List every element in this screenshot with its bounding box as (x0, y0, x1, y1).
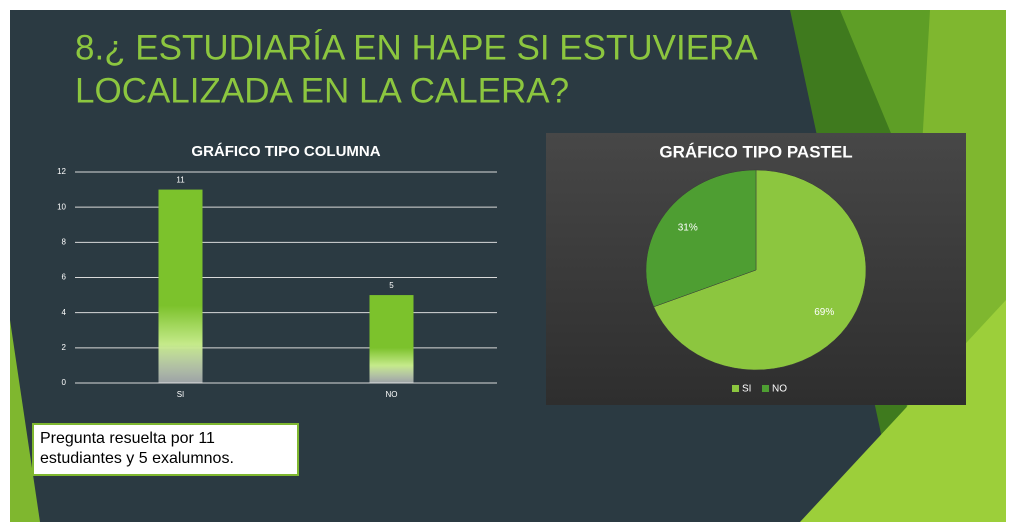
note-box (32, 423, 299, 476)
slide-title: 8.¿ ESTUDIARÍA EN HAPE SI ESTUVIERA (75, 28, 758, 67)
pie-slice (653, 169, 867, 371)
y-tick-label: 0 (62, 378, 67, 387)
chart-title: GRÁFICO TIPO PASTEL (659, 142, 852, 161)
bar (158, 189, 203, 383)
data-label: 5 (389, 281, 394, 290)
note-text: estudiantes y 5 exalumnos. (40, 450, 234, 467)
note-text: Pregunta resuelta por 11 (40, 430, 215, 447)
legend-swatch (762, 385, 769, 392)
y-tick-label: 2 (62, 343, 67, 352)
legend-swatch (732, 385, 739, 392)
bar (369, 295, 414, 383)
y-tick-label: 4 (62, 308, 67, 317)
y-tick-label: 8 (62, 237, 67, 246)
slide-title: LOCALIZADA EN LA CALERA? (75, 71, 569, 110)
data-label: 69% (814, 307, 834, 318)
pie-slice (645, 169, 757, 308)
y-tick-label: 10 (57, 202, 66, 211)
legend-label: SI (742, 384, 751, 395)
x-tick-label: NO (386, 390, 398, 399)
y-tick-label: 6 (62, 273, 67, 282)
x-tick-label: SI (177, 390, 185, 399)
data-label: 31% (678, 222, 698, 233)
chart-title: GRÁFICO TIPO COLUMNA (191, 143, 380, 160)
y-tick-label: 12 (57, 167, 66, 176)
data-label: 11 (176, 176, 185, 185)
legend-label: NO (772, 384, 787, 395)
